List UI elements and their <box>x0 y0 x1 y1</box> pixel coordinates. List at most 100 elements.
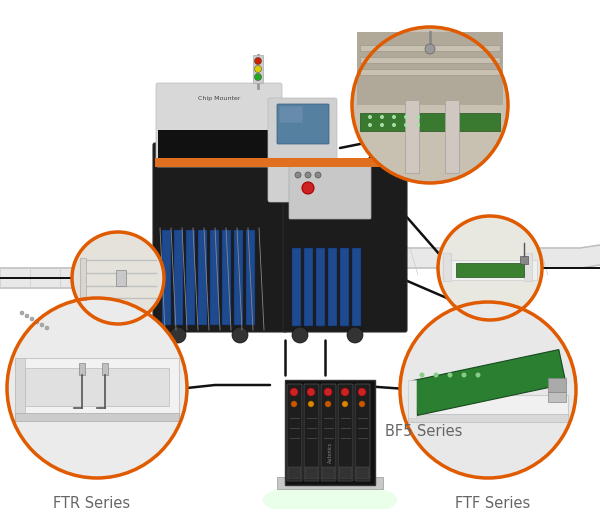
Bar <box>456 263 524 277</box>
Circle shape <box>404 115 408 119</box>
Circle shape <box>352 27 508 183</box>
Circle shape <box>254 73 262 80</box>
FancyBboxPatch shape <box>285 380 375 485</box>
Bar <box>322 467 335 479</box>
Circle shape <box>254 58 262 65</box>
Bar <box>174 230 183 325</box>
Circle shape <box>368 123 372 127</box>
Bar <box>15 413 179 421</box>
Bar <box>288 467 301 479</box>
Text: FTR Series: FTR Series <box>53 496 131 509</box>
Bar <box>360 57 500 63</box>
Bar <box>116 270 126 286</box>
Circle shape <box>342 401 348 407</box>
Bar <box>246 230 255 325</box>
Circle shape <box>170 327 186 343</box>
Bar <box>198 230 207 325</box>
Circle shape <box>392 123 396 127</box>
Circle shape <box>302 182 314 194</box>
Text: BF5 Series: BF5 Series <box>385 425 463 439</box>
Bar <box>405 100 419 173</box>
Circle shape <box>448 373 452 378</box>
Bar <box>305 467 318 479</box>
Polygon shape <box>390 245 600 268</box>
Bar <box>357 32 503 105</box>
Bar <box>80 258 86 300</box>
Circle shape <box>380 123 384 127</box>
Text: FTF Series: FTF Series <box>455 496 530 509</box>
Bar <box>79 363 85 375</box>
Bar <box>328 248 337 326</box>
Bar <box>443 253 451 281</box>
Bar <box>15 358 25 418</box>
Circle shape <box>404 123 408 127</box>
Circle shape <box>419 373 425 378</box>
Text: Autonics: Autonics <box>328 441 332 463</box>
Circle shape <box>416 115 420 119</box>
Circle shape <box>20 311 24 315</box>
Ellipse shape <box>263 483 398 509</box>
Bar <box>520 256 528 264</box>
FancyBboxPatch shape <box>277 104 329 144</box>
Circle shape <box>40 323 44 327</box>
Circle shape <box>392 115 396 119</box>
Circle shape <box>476 373 481 378</box>
Circle shape <box>425 44 435 54</box>
Bar <box>186 230 195 325</box>
Circle shape <box>359 401 365 407</box>
FancyBboxPatch shape <box>156 83 282 167</box>
Circle shape <box>305 172 311 178</box>
Bar <box>548 378 566 392</box>
Circle shape <box>35 320 39 324</box>
FancyBboxPatch shape <box>289 162 371 219</box>
Circle shape <box>308 401 314 407</box>
Circle shape <box>358 388 366 396</box>
Circle shape <box>380 115 384 119</box>
Bar <box>15 358 179 418</box>
Circle shape <box>25 314 29 318</box>
Text: Chip Mounter: Chip Mounter <box>198 96 240 101</box>
Circle shape <box>347 327 363 343</box>
Circle shape <box>290 388 298 396</box>
FancyBboxPatch shape <box>304 384 319 481</box>
Circle shape <box>72 232 164 324</box>
FancyBboxPatch shape <box>287 384 302 481</box>
Bar <box>352 248 361 326</box>
Circle shape <box>30 317 34 321</box>
FancyBboxPatch shape <box>355 384 370 481</box>
Circle shape <box>315 172 321 178</box>
Bar <box>410 350 566 415</box>
Bar <box>445 100 459 173</box>
Circle shape <box>341 388 349 396</box>
Bar <box>360 69 500 75</box>
Circle shape <box>7 298 187 478</box>
FancyBboxPatch shape <box>321 384 336 481</box>
Bar <box>234 230 243 325</box>
Circle shape <box>292 327 308 343</box>
Circle shape <box>291 401 297 407</box>
Bar <box>277 477 383 489</box>
Bar <box>360 45 500 51</box>
Bar <box>292 248 301 326</box>
Polygon shape <box>0 255 168 288</box>
Circle shape <box>295 172 301 178</box>
Bar <box>102 363 108 375</box>
Bar <box>210 230 219 325</box>
Bar <box>548 392 566 402</box>
Circle shape <box>433 373 439 378</box>
Circle shape <box>461 373 467 378</box>
Circle shape <box>438 216 542 320</box>
Bar <box>253 55 263 83</box>
FancyBboxPatch shape <box>268 98 337 202</box>
Bar <box>408 414 568 422</box>
FancyBboxPatch shape <box>283 163 407 332</box>
Circle shape <box>307 388 315 396</box>
Circle shape <box>368 115 372 119</box>
Circle shape <box>416 123 420 127</box>
FancyBboxPatch shape <box>280 106 302 123</box>
Bar <box>356 467 369 479</box>
Circle shape <box>254 66 262 72</box>
Bar <box>340 248 349 326</box>
FancyBboxPatch shape <box>338 384 353 481</box>
Bar <box>339 467 352 479</box>
